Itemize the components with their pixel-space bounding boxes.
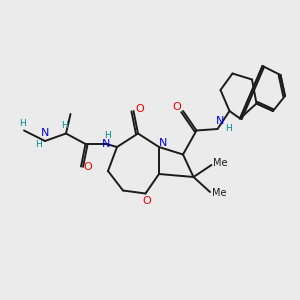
Text: Me: Me (212, 188, 226, 199)
Text: O: O (83, 161, 92, 172)
Text: H: H (105, 131, 111, 140)
Text: H: H (225, 124, 231, 133)
Text: H: H (19, 118, 26, 127)
Text: O: O (136, 104, 145, 115)
Text: H: H (35, 140, 42, 149)
Text: N: N (102, 139, 111, 149)
Text: Me: Me (213, 158, 228, 168)
Text: N: N (216, 116, 225, 127)
Text: O: O (172, 102, 181, 112)
Text: N: N (41, 128, 49, 138)
Text: O: O (142, 196, 152, 206)
Text: H: H (61, 121, 68, 130)
Text: N: N (159, 137, 168, 148)
